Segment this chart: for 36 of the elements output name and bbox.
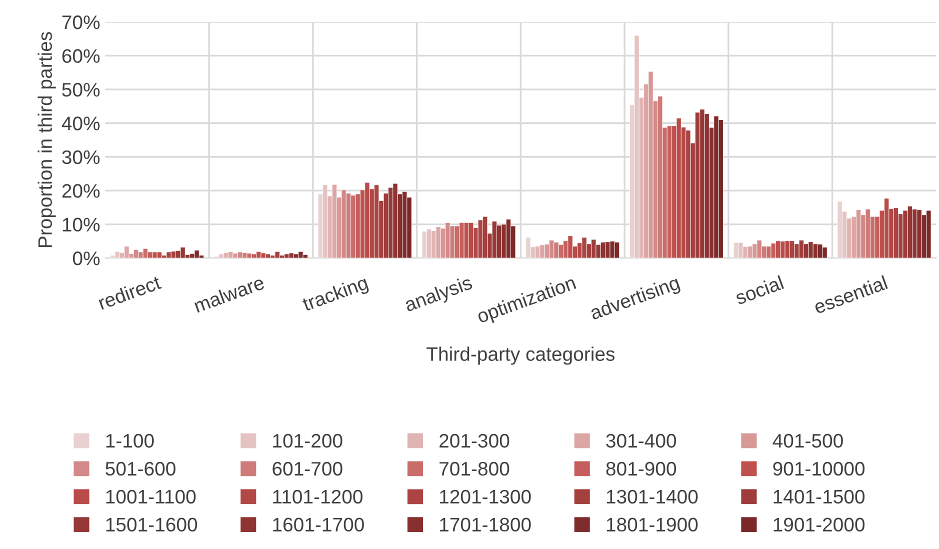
x-tick-label: tracking [301,275,370,315]
y-tick-label: 30% [62,150,100,164]
y-tick-label: 0% [72,252,100,266]
y-tick-label: 40% [62,116,100,130]
legend-label: 201-300 [440,434,510,448]
legend-label: 301-400 [606,434,676,448]
legend-label: 901-10000 [773,462,865,476]
x-tick-label: malware [193,274,266,313]
x-tick-label: analysis [404,274,474,316]
legend-label: 1401-1500 [774,490,865,504]
legend-label: 1901-2000 [774,518,865,532]
y-tick-label: 70% [62,15,100,30]
y-tick-label: 20% [62,184,100,198]
y-tick-label: 60% [62,49,100,63]
legend-label: 1301-1400 [606,490,698,504]
legend-label: 501-600 [106,462,176,476]
legend-label: 1501-1600 [106,518,198,532]
legend-label: 1201-1300 [440,490,531,504]
legend-label: 1601-1700 [273,518,364,532]
y-tick-label: 50% [62,82,100,97]
legend-label: 401-500 [772,434,843,448]
legend-label: 1701-1800 [440,518,531,532]
y-axis-title: Proportion in third parties [38,32,56,248]
x-tick-label: social [734,275,784,305]
legend-label: 1-100 [106,434,154,448]
legend-label: 601-700 [272,462,342,476]
legend-label: 701-800 [440,462,510,476]
legend-label: 1801-1900 [606,518,698,532]
x-tick-label: redirect [97,274,162,310]
legend-label: 1101-1200 [273,490,362,504]
bar [526,237,531,258]
y-tick-label: 10% [62,218,100,232]
legend-label: 1001-1100 [106,490,196,504]
legend-label: 101-200 [273,434,342,448]
x-axis-title: Third-party categories [426,346,615,365]
legend-label: 801-900 [606,462,676,476]
